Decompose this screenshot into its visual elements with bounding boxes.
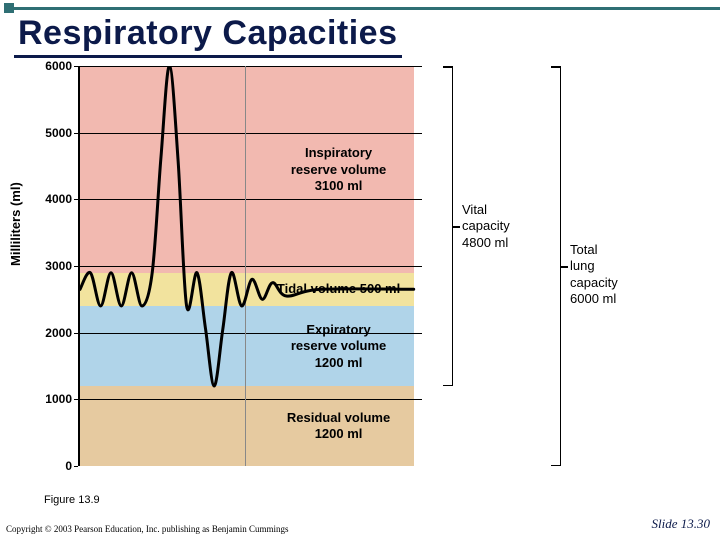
top-rule-line [14,7,720,10]
y-axis-label: Milliliters (ml) [8,182,23,266]
slide-number: Slide 13.30 [652,516,711,532]
copyright-text: Copyright © 2003 Pearson Education, Inc.… [6,524,289,534]
bracket-connector [452,226,460,228]
plot-area: Inspiratoryreserve volume3100 mlTidal vo… [78,66,422,466]
y-tick-label: 1000 [38,392,72,406]
y-tick-label: 4000 [38,192,72,206]
y-tick-label: 3000 [38,259,72,273]
slide-title: Respiratory Capacities [14,14,402,58]
y-tick-mark [74,466,78,467]
y-tick-label: 5000 [38,126,72,140]
bracket-connector [560,266,568,268]
top-rule-square [4,3,14,13]
bracket-label-vital: Vitalcapacity4800 ml [462,202,510,251]
y-tick-label: 6000 [38,59,72,73]
y-tick-label: 0 [38,459,72,473]
respiratory-chart: Milliliters (ml) 01000200030004000500060… [30,66,690,486]
figure-caption: Figure 13.9 [44,494,100,506]
bracket-label-total: Total lungcapacity6000 ml [570,242,618,307]
spirogram-wave [80,66,424,466]
slide-top-rule [0,4,720,10]
y-tick-label: 2000 [38,326,72,340]
